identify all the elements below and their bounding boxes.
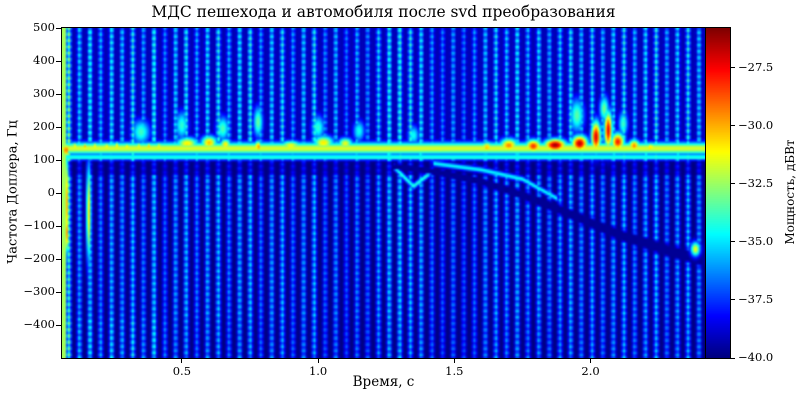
y-tick-mark (56, 225, 61, 227)
y-tick-mark (56, 192, 61, 194)
y-tick-label: 500 (33, 20, 55, 34)
y-tick-mark (56, 126, 61, 128)
colorbar (705, 27, 731, 359)
y-tick-mark (56, 324, 61, 326)
y-tick-mark (56, 60, 61, 62)
y-tick-label: 100 (33, 152, 55, 166)
x-tick-mark (317, 359, 319, 363)
x-tick-mark (590, 359, 592, 363)
y-tick-label: 0 (47, 185, 55, 199)
colorbar-label: Мощность, дБВт (783, 139, 797, 245)
x-tick-mark (453, 359, 455, 363)
x-tick-label: 0.5 (172, 364, 192, 378)
y-tick-mark (56, 291, 61, 293)
x-tick-label: 2.0 (581, 364, 600, 378)
y-tick-mark (56, 258, 61, 260)
y-tick-label: 300 (33, 86, 55, 100)
x-tick-mark (181, 359, 183, 363)
colorbar-tick-mark (731, 183, 735, 185)
y-tick-mark (56, 159, 61, 161)
colorbar-tick-label: −27.5 (738, 59, 774, 74)
colorbar-gradient (706, 28, 730, 358)
x-axis-label: Время, с (352, 374, 415, 390)
plot-area (61, 27, 706, 359)
colorbar-tick-label: −32.5 (738, 175, 774, 190)
x-tick-label: 1.0 (308, 364, 328, 378)
spectrogram-heatmap (62, 28, 705, 358)
x-tick-label: 1.5 (445, 364, 464, 378)
colorbar-tick-mark (731, 357, 735, 359)
y-tick-label: 200 (33, 119, 55, 133)
y-tick-label: −300 (23, 284, 55, 298)
colorbar-tick-label: −40.0 (738, 350, 774, 364)
y-tick-label: 400 (33, 53, 55, 67)
y-tick-label: −200 (23, 251, 55, 265)
chart-title: МДС пешехода и автомобиля после svd прео… (151, 3, 616, 21)
y-tick-mark (56, 93, 61, 95)
colorbar-tick-mark (731, 125, 735, 127)
y-tick-mark (56, 27, 61, 29)
colorbar-tick-mark (731, 241, 735, 243)
colorbar-tick-mark (731, 67, 735, 68)
colorbar-tick-label: −30.0 (738, 117, 774, 132)
colorbar-tick-label: −35.0 (738, 233, 774, 248)
colorbar-tick-label: −37.5 (738, 291, 774, 306)
colorbar-tick-mark (731, 299, 735, 301)
y-tick-label: −100 (23, 218, 55, 232)
y-tick-label: −400 (23, 317, 55, 331)
